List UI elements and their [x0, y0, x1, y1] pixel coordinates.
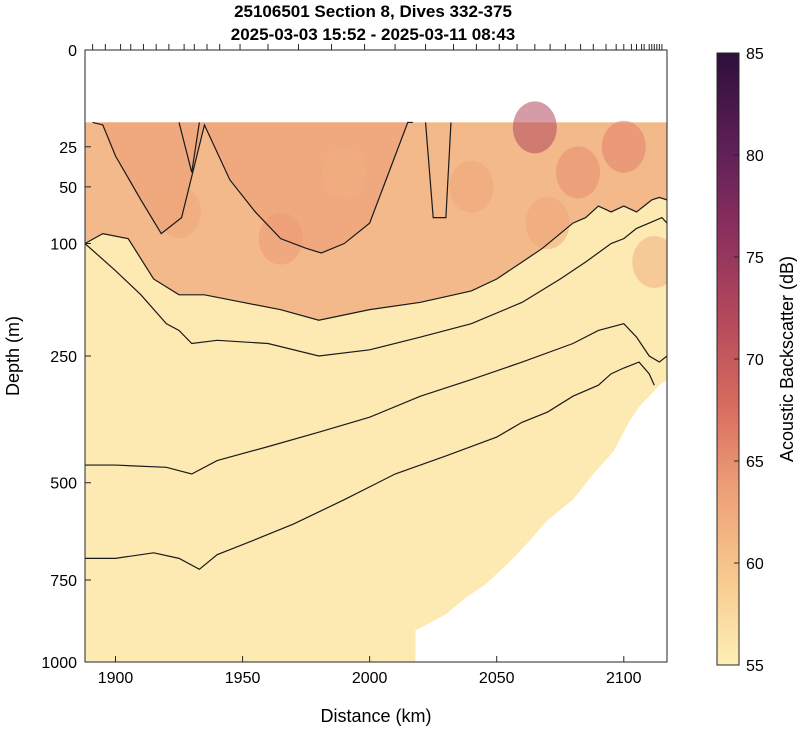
plot-area — [85, 101, 667, 662]
backscatter-field — [85, 122, 667, 662]
isopycnal-contours — [85, 121, 667, 571]
density-contour — [424, 122, 452, 219]
colorbar-tick-label: 75 — [746, 250, 764, 267]
density-contour — [85, 216, 667, 357]
colorbar-tick-label: 60 — [746, 556, 764, 573]
y-tick-label: 50 — [59, 180, 77, 197]
backscatter-patch — [525, 197, 570, 250]
colorbar-tick-label: 55 — [746, 658, 764, 675]
backscatter-patch — [449, 160, 494, 213]
y-tick-label: 500 — [50, 476, 77, 493]
colorbar-tick-label: 80 — [746, 148, 764, 165]
x-tick-label: 1900 — [98, 670, 134, 687]
backscatter-patch — [512, 101, 557, 154]
backscatter-patches — [157, 101, 667, 288]
backscatter-patch — [322, 146, 367, 199]
chart-subtitle: 2025-03-03 15:52 - 2025-03-11 08:43 — [231, 25, 516, 44]
backscatter-patch — [157, 185, 202, 238]
y-axis: 0 25 50 100 250 500 750 1000 — [41, 43, 91, 672]
x-tick-label: 1950 — [225, 670, 261, 687]
colorbar-tick-label: 65 — [746, 454, 764, 471]
x-tick-label: 2000 — [352, 670, 388, 687]
dive-location-ticks — [92, 44, 663, 50]
density-contour — [85, 361, 655, 571]
colorbar-tick-label: 70 — [746, 352, 764, 369]
x-tick-label: 2100 — [606, 670, 642, 687]
y-tick-label: 1000 — [41, 655, 77, 672]
y-axis-label: Depth (m) — [3, 316, 23, 396]
x-axis-label: Distance (km) — [320, 706, 431, 726]
backscatter-patch — [632, 236, 667, 288]
y-tick-label: 25 — [59, 140, 77, 157]
density-contour — [178, 122, 200, 173]
backscatter-patch — [601, 120, 646, 173]
colorbar-label: Acoustic Backscatter (dB) — [777, 256, 797, 462]
chart-title: 25106501 Section 8, Dives 332-375 — [234, 2, 512, 21]
y-tick-label: 750 — [50, 573, 77, 590]
y-tick-label: 100 — [50, 237, 77, 254]
y-tick-label: 0 — [68, 43, 77, 60]
density-contour — [85, 196, 667, 321]
density-contour — [92, 121, 413, 254]
x-tick-label: 2050 — [479, 670, 515, 687]
density-contour — [85, 323, 667, 475]
colorbar-axis: 55 60 65 70 75 80 85 — [734, 46, 764, 675]
y-tick-label: 250 — [50, 349, 77, 366]
backscatter-patch — [556, 146, 601, 199]
colorbar-tick-label: 85 — [746, 46, 764, 63]
x-axis: 1900 1950 2000 2050 2100 — [98, 656, 642, 687]
